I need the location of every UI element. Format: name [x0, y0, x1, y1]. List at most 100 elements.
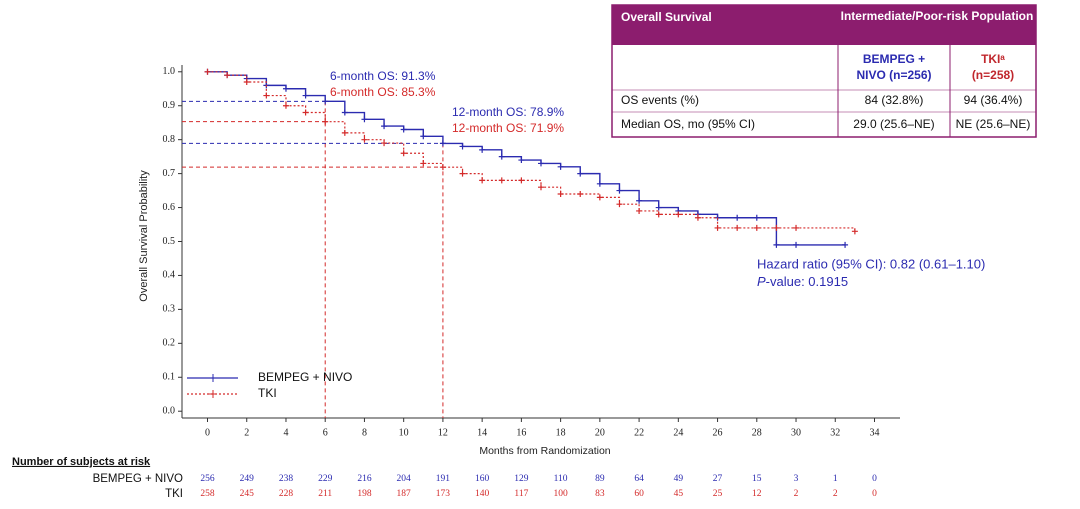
risk-count: 15 — [752, 474, 762, 484]
censor-mark — [341, 129, 348, 136]
censor-mark — [734, 214, 741, 221]
row-label: OS events (%) — [621, 93, 699, 107]
censor-mark — [479, 177, 486, 184]
y-tick-label: 0.4 — [163, 270, 176, 281]
column-header: BEMPEG + — [863, 52, 925, 66]
x-tick-label: 10 — [399, 427, 409, 438]
risk-count: 238 — [279, 474, 294, 484]
censor-mark — [655, 204, 662, 211]
censor-mark — [498, 177, 505, 184]
censor-mark — [400, 150, 407, 157]
x-tick-label: 16 — [516, 427, 526, 438]
risk-count: 216 — [357, 474, 372, 484]
x-tick-label: 34 — [869, 427, 879, 438]
cell: NE (25.6–NE) — [956, 117, 1031, 131]
risk-count: 2 — [833, 489, 838, 499]
risk-count: 211 — [318, 489, 332, 499]
censor-mark — [616, 187, 623, 194]
x-tick-label: 8 — [362, 427, 367, 438]
censor-mark — [420, 133, 427, 140]
censor-mark — [557, 190, 564, 197]
censor-mark — [577, 170, 584, 177]
risk-count: 45 — [674, 489, 684, 499]
annotation: 12-month OS: 78.9% — [452, 105, 564, 119]
p-text: -value: 0.1915 — [766, 274, 848, 289]
x-tick-label: 4 — [283, 427, 288, 438]
y-tick-label: 0.2 — [163, 338, 176, 349]
risk-count: 89 — [595, 474, 605, 484]
annotation: 6-month OS: 85.3% — [330, 85, 436, 99]
risk-count: 27 — [713, 474, 723, 484]
risk-count: 3 — [794, 474, 799, 484]
y-tick-label: 0.5 — [163, 236, 176, 247]
cell: 29.0 (25.6–NE) — [853, 117, 934, 131]
risk-count: 187 — [397, 489, 412, 499]
x-tick-label: 22 — [634, 427, 644, 438]
y-tick-label: 0.0 — [163, 406, 176, 417]
censor-mark — [734, 224, 741, 231]
censor-mark — [224, 72, 231, 79]
legend-marker — [209, 374, 217, 382]
risk-count: 160 — [475, 474, 490, 484]
censor-mark — [361, 136, 368, 143]
censor-mark — [282, 85, 289, 92]
censor-mark — [577, 190, 584, 197]
y-tick-label: 0.8 — [163, 134, 176, 145]
censor-mark — [675, 211, 682, 218]
censor-mark — [381, 140, 388, 147]
censor-mark — [243, 78, 250, 85]
censor-mark — [302, 92, 309, 99]
censor-mark — [538, 160, 544, 167]
x-tick-label: 26 — [713, 427, 723, 438]
censor-mark — [341, 109, 348, 116]
x-tick-label: 20 — [595, 427, 605, 438]
censor-mark — [793, 241, 800, 248]
risk-count: 0 — [872, 474, 877, 484]
risk-count: 249 — [240, 474, 255, 484]
legend-label: TKI — [258, 386, 277, 400]
censor-mark — [361, 116, 368, 123]
risk-count: 117 — [514, 489, 528, 499]
y-tick-label: 0.1 — [163, 372, 176, 383]
censor-mark — [773, 241, 780, 248]
censor-mark — [538, 184, 544, 191]
censor-mark — [714, 224, 721, 231]
censor-mark — [655, 211, 662, 218]
censor-mark — [302, 109, 309, 116]
censor-mark — [479, 146, 486, 153]
risk-count: 110 — [554, 474, 568, 484]
series-line — [207, 71, 846, 246]
censor-mark — [793, 224, 800, 231]
censor-mark — [459, 143, 466, 150]
censor-mark — [439, 164, 446, 171]
y-tick-label: 0.3 — [163, 304, 176, 315]
censor-mark — [381, 123, 388, 130]
censor-mark — [557, 163, 564, 170]
x-tick-label: 30 — [791, 427, 801, 438]
p-value: P-value: 0.1915 — [757, 274, 848, 289]
censor-mark — [851, 228, 858, 235]
column-header: (n=258) — [972, 68, 1014, 82]
censor-mark — [263, 92, 270, 99]
censor-mark — [518, 177, 525, 184]
table-header: Intermediate/Poor-risk Population — [840, 9, 1034, 23]
p-italic: P — [757, 274, 766, 289]
x-tick-label: 12 — [438, 427, 448, 438]
risk-count: 198 — [357, 489, 372, 499]
risk-row-label: TKI — [165, 488, 183, 500]
censor-mark — [636, 197, 643, 204]
y-tick-label: 0.9 — [163, 100, 176, 111]
censor-mark — [400, 126, 407, 133]
annotation: 6-month OS: 91.3% — [330, 69, 436, 83]
censor-mark — [753, 224, 760, 231]
risk-count: 49 — [674, 474, 684, 484]
censor-mark — [282, 102, 289, 109]
column-header: TKIᵃ — [981, 52, 1005, 66]
risk-count: 1 — [833, 474, 838, 484]
column-header: NIVO (n=256) — [856, 68, 931, 82]
censor-mark — [498, 153, 505, 160]
censor-mark — [459, 170, 466, 177]
series-line — [207, 71, 856, 232]
risk-title: Number of subjects at risk — [12, 456, 151, 468]
